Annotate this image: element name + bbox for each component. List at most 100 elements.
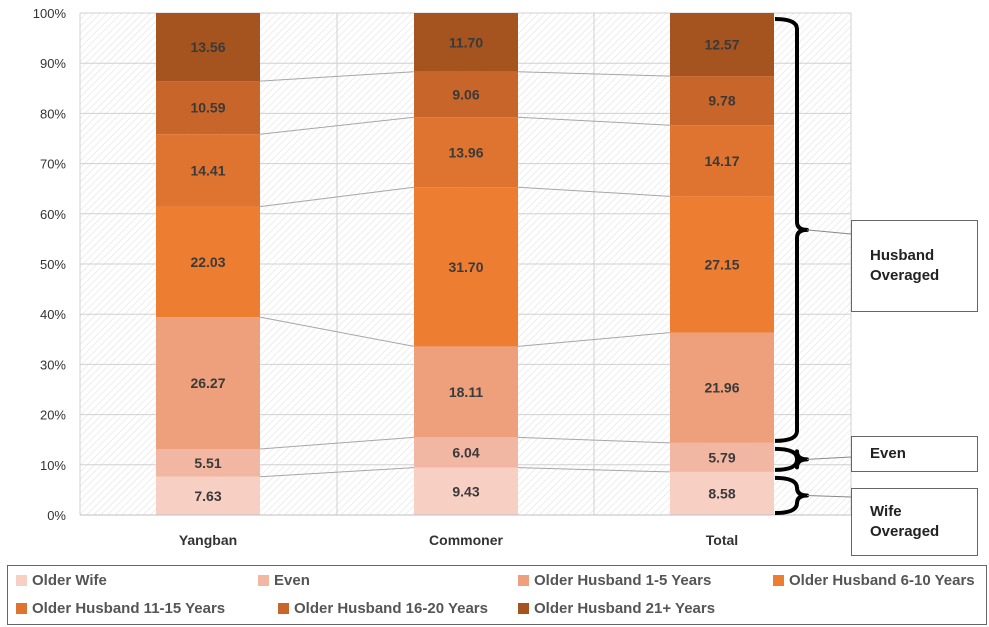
data-label: 27.15 xyxy=(704,256,739,272)
bar-segment xyxy=(156,449,260,477)
bar-segment xyxy=(670,332,774,443)
y-tick-label: 0% xyxy=(47,508,66,523)
series-connector-line xyxy=(259,467,415,478)
y-tick-label: 20% xyxy=(40,408,66,423)
x-tick-label: Commoner xyxy=(429,532,503,548)
legend: Older Wife Even Older Husband 1-5 Years Old… xyxy=(7,565,987,625)
data-label: 22.03 xyxy=(190,254,225,270)
data-label: 18.11 xyxy=(449,384,483,400)
legend-item: Older Wife xyxy=(16,572,107,589)
bar-segment xyxy=(414,71,518,118)
callout-line xyxy=(806,494,852,498)
y-tick-label: 90% xyxy=(40,56,66,71)
annotation-line: Overaged xyxy=(870,267,940,284)
annotation-text: Even xyxy=(870,444,906,464)
data-label: 8.58 xyxy=(708,485,735,501)
annotation-box: Wife Overaged xyxy=(851,488,978,556)
annotation-text: Husband Overaged xyxy=(870,246,939,286)
legend-label: Older Husband 6-10 Years xyxy=(789,572,975,589)
legend-item: Older Husband 11-15 Years xyxy=(16,600,225,617)
stacked-bar-chart: 7.63 5.51 26.27 22.03 14.41 10.59 13.56 9.43 6.0… xyxy=(33,6,852,548)
data-label: 21.96 xyxy=(704,380,739,396)
curly-brace xyxy=(774,475,809,515)
series-connector-line xyxy=(259,71,415,82)
series-connector-line xyxy=(259,186,415,208)
y-tick-label: 10% xyxy=(40,458,66,473)
bar-segment xyxy=(414,437,518,468)
data-label: 9.43 xyxy=(452,483,479,499)
legend-label: Older Husband 11-15 Years xyxy=(32,600,226,617)
series-connector-line xyxy=(517,467,671,473)
data-label: 14.41 xyxy=(190,162,225,178)
series-connector-line xyxy=(517,436,671,444)
legend-item: Older Husband 21+ Years xyxy=(518,600,715,617)
data-label: 26.27 xyxy=(190,375,225,391)
y-tick-label: 30% xyxy=(40,357,66,372)
callout-line xyxy=(806,229,852,235)
annotation-line: Wife xyxy=(870,503,902,520)
x-tick-label: Total xyxy=(706,532,738,548)
bar-segment xyxy=(156,13,260,82)
data-label: 9.78 xyxy=(708,93,735,109)
bar-segment xyxy=(156,81,260,135)
legend-label: Older Husband 16-20 Years xyxy=(294,600,488,617)
data-label: 7.63 xyxy=(194,488,221,504)
legend-swatch xyxy=(16,603,27,614)
data-label: 5.79 xyxy=(708,449,735,465)
legend-swatch xyxy=(16,575,27,586)
series-connector-line xyxy=(517,332,671,347)
series-connector-line xyxy=(517,116,671,126)
y-tick-label: 100% xyxy=(33,6,67,21)
data-label: 14.17 xyxy=(704,153,739,169)
legend-label: Older Husband 1-5 Years xyxy=(534,572,712,589)
data-label: 11.70 xyxy=(449,34,483,50)
legend-item: Older Husband 6-10 Years xyxy=(773,572,975,589)
bar-segment xyxy=(670,196,774,333)
y-tick-label: 80% xyxy=(40,106,66,121)
data-label: 12.57 xyxy=(704,37,739,53)
series-connector-line xyxy=(517,71,671,77)
data-label: 13.96 xyxy=(448,144,483,160)
annotation-box: Even xyxy=(851,436,978,472)
legend-swatch xyxy=(278,603,289,614)
legend-item: Older Husband 16-20 Years xyxy=(278,600,488,617)
bar-segment xyxy=(670,13,774,77)
y-tick-label: 70% xyxy=(40,157,66,172)
curly-brace xyxy=(774,17,809,443)
x-tick-label: Yangban xyxy=(179,532,237,548)
legend-swatch xyxy=(773,575,784,586)
y-tick-label: 40% xyxy=(40,307,66,322)
legend-label: Older Wife xyxy=(32,572,107,589)
annotation-line: Overaged xyxy=(870,523,940,540)
annotation-line: Husband xyxy=(870,247,935,264)
bar-segment xyxy=(670,125,774,197)
legend-label: Even xyxy=(274,572,310,589)
bar-segment xyxy=(156,317,260,450)
curly-brace xyxy=(774,446,809,472)
bar-segment xyxy=(156,134,260,207)
data-label: 10.59 xyxy=(190,100,225,116)
annotation-line: Even xyxy=(870,445,906,462)
legend-swatch xyxy=(258,575,269,586)
annotation-text: Wife Overaged xyxy=(870,502,939,542)
bar-segment xyxy=(414,187,518,347)
bar-segment xyxy=(156,476,260,515)
bar-segment xyxy=(414,13,518,72)
bar-segment xyxy=(414,346,518,438)
y-tick-label: 50% xyxy=(40,257,66,272)
data-label: 9.06 xyxy=(452,86,479,102)
y-tick-label: 60% xyxy=(40,207,66,222)
series-connector-line xyxy=(259,116,415,135)
legend-label: Older Husband 21+ Years xyxy=(534,600,716,617)
data-label: 6.04 xyxy=(452,445,479,461)
data-label: 13.56 xyxy=(190,39,225,55)
annotation-box: Husband Overaged xyxy=(851,220,978,312)
callout-line xyxy=(806,456,852,460)
bar-segment xyxy=(670,471,774,515)
data-label: 5.51 xyxy=(194,455,221,471)
bar-segment xyxy=(414,117,518,188)
series-connector-line xyxy=(517,186,671,197)
data-label: 31.70 xyxy=(448,259,483,275)
bar-segment xyxy=(670,76,774,126)
bar-segment xyxy=(670,442,774,472)
